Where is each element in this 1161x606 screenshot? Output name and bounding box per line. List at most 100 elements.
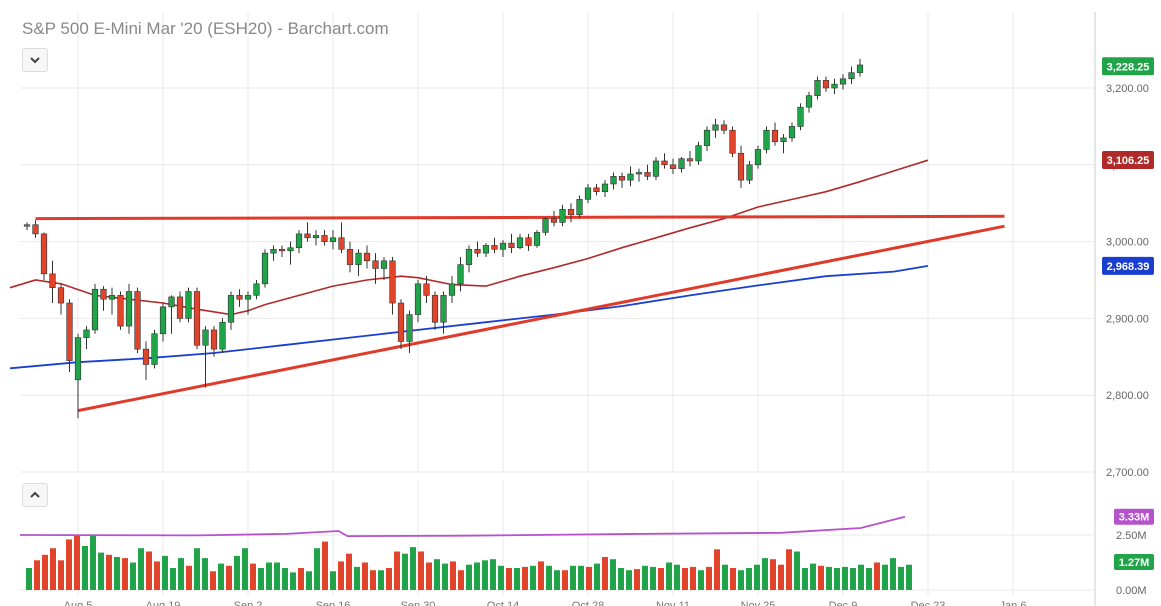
volume-bar: [282, 568, 288, 590]
candle-body: [542, 218, 549, 233]
candle-body: [117, 295, 124, 327]
candle-body: [74, 337, 82, 381]
volume-bar: [90, 535, 96, 590]
x-tick-label: Jan 6: [1000, 600, 1027, 606]
volume-bar: [602, 557, 608, 590]
candle-body: [261, 252, 269, 285]
candle-body: [83, 329, 90, 338]
volume-bar: [226, 565, 232, 590]
volume-bar: [826, 566, 832, 590]
candle-body: [474, 248, 481, 254]
candle-body: [312, 235, 320, 239]
candle-body: [516, 237, 524, 249]
candle-body: [686, 158, 694, 162]
y-tick-label: 3,200.00: [1106, 83, 1149, 95]
candle-body: [661, 160, 668, 166]
trendline: [77, 224, 1005, 413]
volume-bar: [314, 548, 320, 590]
volume-pane-toggle-button[interactable]: [22, 483, 48, 507]
volume-bar: [322, 541, 328, 590]
candle-body: [236, 295, 243, 300]
candle-body: [465, 248, 473, 265]
volume-bar: [154, 561, 160, 590]
candle-body: [440, 295, 447, 323]
volume-bar: [754, 564, 760, 590]
volume-bar: [274, 562, 280, 590]
volume-bar: [426, 562, 432, 590]
x-tick-label: Nov 25: [741, 600, 776, 606]
volume-bar: [850, 568, 856, 590]
y-tick-label: 3,000.00: [1106, 237, 1149, 249]
volume-bar: [170, 568, 176, 590]
volume-bar: [338, 561, 344, 590]
candle-body: [822, 80, 830, 89]
volume-bar: [186, 565, 192, 590]
volume-bar: [554, 570, 560, 590]
volume-bar: [450, 561, 456, 590]
volume-bar: [130, 562, 136, 590]
volume-bar: [354, 566, 360, 590]
volume-bar: [194, 548, 200, 590]
y-tick-label: 2,900.00: [1106, 313, 1149, 325]
candle-body: [134, 291, 141, 350]
volume-bar: [498, 565, 504, 590]
volume-bar: [650, 566, 656, 590]
volume-tick-label: 2.50M: [1116, 530, 1147, 542]
x-tick-label: Sep 30: [401, 600, 436, 606]
candle-body: [729, 129, 736, 154]
price-marker: [1102, 256, 1154, 275]
candle-body: [151, 333, 158, 365]
volume-bar: [58, 560, 64, 590]
volume-bar: [202, 558, 208, 590]
volume-bar: [242, 548, 248, 590]
candle-body: [848, 72, 855, 80]
volume-bar: [402, 553, 408, 590]
volume-bar: [82, 546, 88, 590]
candle-body: [703, 129, 711, 146]
volume-bar: [898, 566, 904, 590]
volume-bar: [882, 564, 888, 590]
candle-body: [100, 288, 107, 300]
price-pane-toggle-button[interactable]: [22, 48, 48, 72]
candle-body: [49, 273, 56, 288]
volume-bar: [330, 571, 336, 590]
volume-bar: [34, 560, 40, 590]
price-marker-label: 3,228.25: [1107, 61, 1150, 73]
candle-body: [270, 248, 277, 254]
candle-body: [780, 137, 787, 143]
candle-body: [831, 83, 838, 89]
x-tick-label: Dec 9: [829, 600, 858, 606]
candle-body: [202, 329, 209, 346]
candle-body: [712, 124, 719, 131]
candle-body: [576, 199, 583, 216]
candle-body: [193, 291, 201, 346]
candle-body: [338, 237, 345, 250]
candle-body: [372, 260, 379, 269]
candle-body: [414, 283, 422, 315]
candle-body: [567, 209, 575, 216]
volume-bar: [210, 571, 216, 590]
volume-bar: [706, 566, 712, 590]
volume-bar: [506, 568, 512, 590]
x-tick-label: Oct 14: [487, 600, 519, 606]
candle-body: [584, 187, 592, 200]
candle-body: [380, 260, 388, 269]
candle-body: [737, 152, 745, 181]
candle-body: [287, 247, 294, 252]
volume-bar: [618, 568, 624, 590]
candle-body: [295, 233, 303, 249]
volume-bar: [138, 548, 144, 590]
volume-bar: [378, 570, 384, 590]
volume-bar: [106, 554, 112, 590]
volume-bar: [362, 562, 368, 590]
x-tick-label: Aug 5: [64, 600, 93, 606]
candle-body: [618, 176, 626, 181]
volume-bar: [490, 559, 496, 590]
volume-bar: [626, 570, 632, 590]
volume-bar: [714, 549, 720, 590]
candle-body: [227, 295, 235, 323]
volume-bar: [802, 568, 808, 590]
volume-bar: [906, 564, 912, 590]
volume-bar: [26, 568, 32, 590]
candle-body: [40, 233, 48, 275]
